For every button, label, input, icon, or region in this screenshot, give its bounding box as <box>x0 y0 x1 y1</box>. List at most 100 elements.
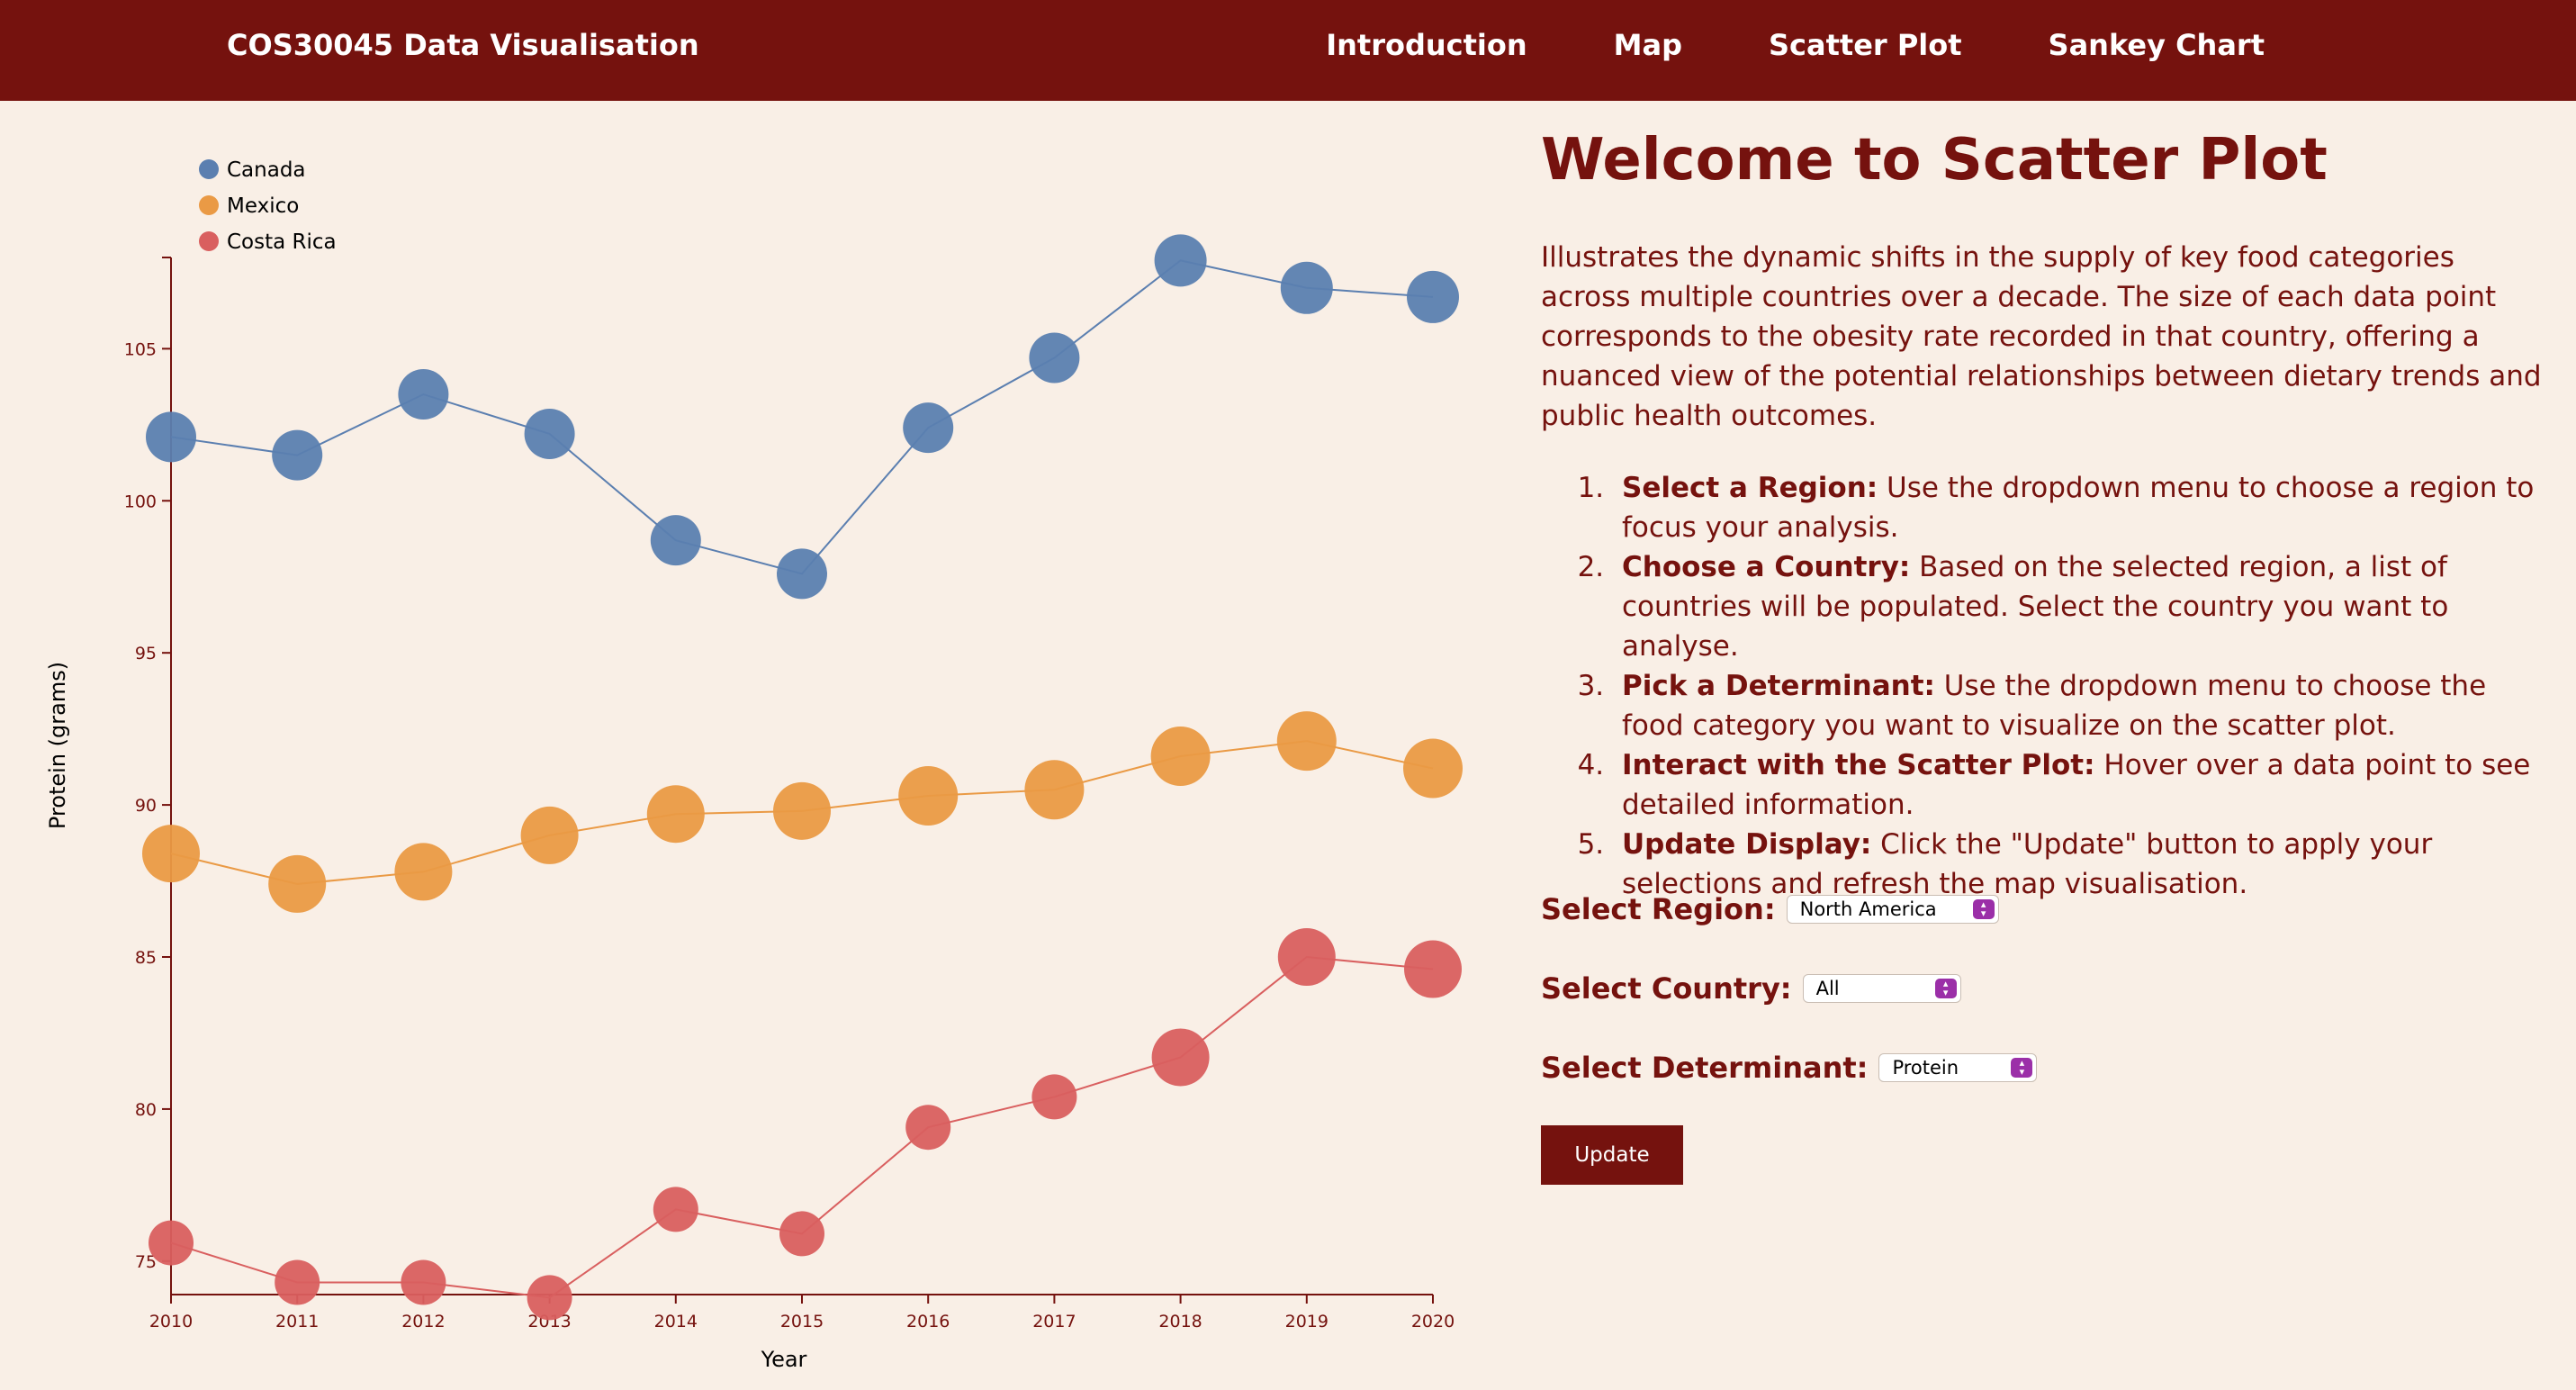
series-costa-rica <box>149 928 1462 1321</box>
y-tick-label: 80 <box>135 1100 157 1120</box>
x-axis: 2010 2011 2012 2013 2014 2015 2016 2017 2018 2019… <box>149 1294 1455 1331</box>
step-title: Select a Region: <box>1622 472 1878 504</box>
data-point[interactable] <box>275 1259 320 1305</box>
x-tick-label: 2012 <box>401 1312 445 1331</box>
data-point[interactable] <box>524 408 575 459</box>
data-point[interactable] <box>1150 727 1211 787</box>
legend-label: Mexico <box>227 194 299 218</box>
instruction-step: Interact with the Scatter Plot: Hover ov… <box>1613 745 2549 825</box>
page-title: Welcome to Scatter Plot <box>1541 127 2328 194</box>
nav-links: Introduction Map Scatter Plot Sankey Cha… <box>1326 0 2265 90</box>
y-axis-label: Protein (grams) <box>45 662 70 829</box>
y-tick-label: 95 <box>135 644 157 663</box>
nav-link-introduction[interactable]: Introduction <box>1326 28 1527 62</box>
navbar: COS30045 Data Visualisation Introduction… <box>0 0 2576 101</box>
x-axis-label: Year <box>761 1347 807 1372</box>
determinant-select[interactable]: Protein ▴ ▾ <box>1878 1053 2038 1082</box>
x-tick-label: 2014 <box>654 1312 698 1331</box>
data-point[interactable] <box>146 411 196 463</box>
series-canada <box>146 234 1459 600</box>
chart-legend: Canada Mexico Costa Rica <box>199 158 337 254</box>
region-label: Select Region: <box>1541 892 1776 926</box>
data-point[interactable] <box>149 1220 194 1266</box>
nav-link-sankey-chart[interactable]: Sankey Chart <box>2048 28 2265 62</box>
chevron-updown-icon: ▴ ▾ <box>2011 1058 2033 1078</box>
data-point[interactable] <box>1151 1028 1210 1087</box>
country-label: Select Country: <box>1541 971 1792 1006</box>
step-text: Hover over a data point to see detailed … <box>1622 749 2531 821</box>
x-tick-label: 2015 <box>780 1312 824 1331</box>
data-point[interactable] <box>142 825 200 883</box>
data-point[interactable] <box>646 785 705 844</box>
nav-link-map[interactable]: Map <box>1613 28 1682 62</box>
step-text: Use the dropdown menu to choose the food… <box>1622 670 2487 742</box>
x-tick-label: 2017 <box>1032 1312 1076 1331</box>
brand-title[interactable]: COS30045 Data Visualisation <box>227 28 699 62</box>
country-select[interactable]: All ▴ ▾ <box>1802 974 1961 1003</box>
step-text: Use the dropdown menu to choose a region… <box>1622 472 2535 544</box>
data-point[interactable] <box>903 402 954 454</box>
update-button[interactable]: Update <box>1541 1125 1683 1185</box>
data-point[interactable] <box>1404 940 1462 998</box>
instruction-step: Pick a Determinant: Use the dropdown men… <box>1613 666 2549 745</box>
data-point[interactable] <box>779 1211 824 1257</box>
determinant-label: Select Determinant: <box>1541 1051 1869 1085</box>
series-line <box>170 259 1434 575</box>
legend-swatch <box>199 195 219 215</box>
data-point[interactable] <box>653 1187 698 1232</box>
y-tick-label: 105 <box>124 339 157 359</box>
data-point[interactable] <box>1029 332 1080 384</box>
chevron-updown-icon: ▴ ▾ <box>1934 979 1957 998</box>
data-point[interactable] <box>527 1275 572 1321</box>
data-point[interactable] <box>401 1259 446 1305</box>
y-tick-label: 85 <box>135 948 157 968</box>
data-point[interactable] <box>1403 738 1463 799</box>
step-title: Choose a Country: <box>1622 551 1911 583</box>
legend-label: Costa Rica <box>227 230 337 254</box>
data-point[interactable] <box>650 515 701 566</box>
instruction-step: Select a Region: Use the dropdown menu t… <box>1613 468 2549 547</box>
region-select[interactable]: North America ▴ ▾ <box>1786 895 1999 924</box>
data-point[interactable] <box>520 806 579 864</box>
x-tick-label: 2016 <box>906 1312 950 1331</box>
step-title: Pick a Determinant: <box>1622 670 1935 702</box>
nav-link-scatter-plot[interactable]: Scatter Plot <box>1768 28 1962 62</box>
y-tick-label: 90 <box>135 796 157 816</box>
data-point[interactable] <box>398 369 449 420</box>
data-point[interactable] <box>1031 1074 1077 1120</box>
data-point[interactable] <box>394 843 453 901</box>
x-tick-label: 2018 <box>1158 1312 1202 1331</box>
country-select-value: All <box>1815 978 1840 999</box>
determinant-control: Select Determinant: Protein ▴ ▾ <box>1541 1050 2038 1086</box>
step-title: Update Display: <box>1622 828 1872 861</box>
data-point[interactable] <box>773 781 831 840</box>
determinant-select-value: Protein <box>1892 1057 1959 1079</box>
chevron-updown-icon: ▴ ▾ <box>1972 899 1995 919</box>
data-point[interactable] <box>1024 760 1085 820</box>
series-layer <box>142 234 1463 1321</box>
step-text: Based on the selected region, a list of … <box>1622 551 2449 663</box>
y-tick-label: 75 <box>135 1252 157 1272</box>
data-point[interactable] <box>1277 928 1336 987</box>
data-point[interactable] <box>1280 261 1333 314</box>
data-point[interactable] <box>1407 270 1459 323</box>
instruction-list: Select a Region: Use the dropdown menu t… <box>1541 468 2549 904</box>
data-point[interactable] <box>1154 234 1207 287</box>
data-point[interactable] <box>905 1105 951 1151</box>
x-tick-label: 2011 <box>275 1312 319 1331</box>
data-point[interactable] <box>1276 711 1337 772</box>
legend-swatch <box>199 231 219 251</box>
y-tick-label: 100 <box>124 492 157 511</box>
series-mexico <box>142 711 1463 913</box>
intro-paragraph: Illustrates the dynamic shifts in the su… <box>1541 241 2542 432</box>
x-tick-label: 2010 <box>149 1312 193 1331</box>
x-tick-label: 2019 <box>1285 1312 1329 1331</box>
data-point[interactable] <box>898 765 959 826</box>
data-point[interactable] <box>777 548 827 600</box>
data-point[interactable] <box>272 429 323 481</box>
x-tick-label: 2020 <box>1411 1312 1455 1331</box>
region-select-value: North America <box>1799 898 1937 920</box>
country-control: Select Country: All ▴ ▾ <box>1541 970 1961 1006</box>
data-point[interactable] <box>268 854 327 913</box>
